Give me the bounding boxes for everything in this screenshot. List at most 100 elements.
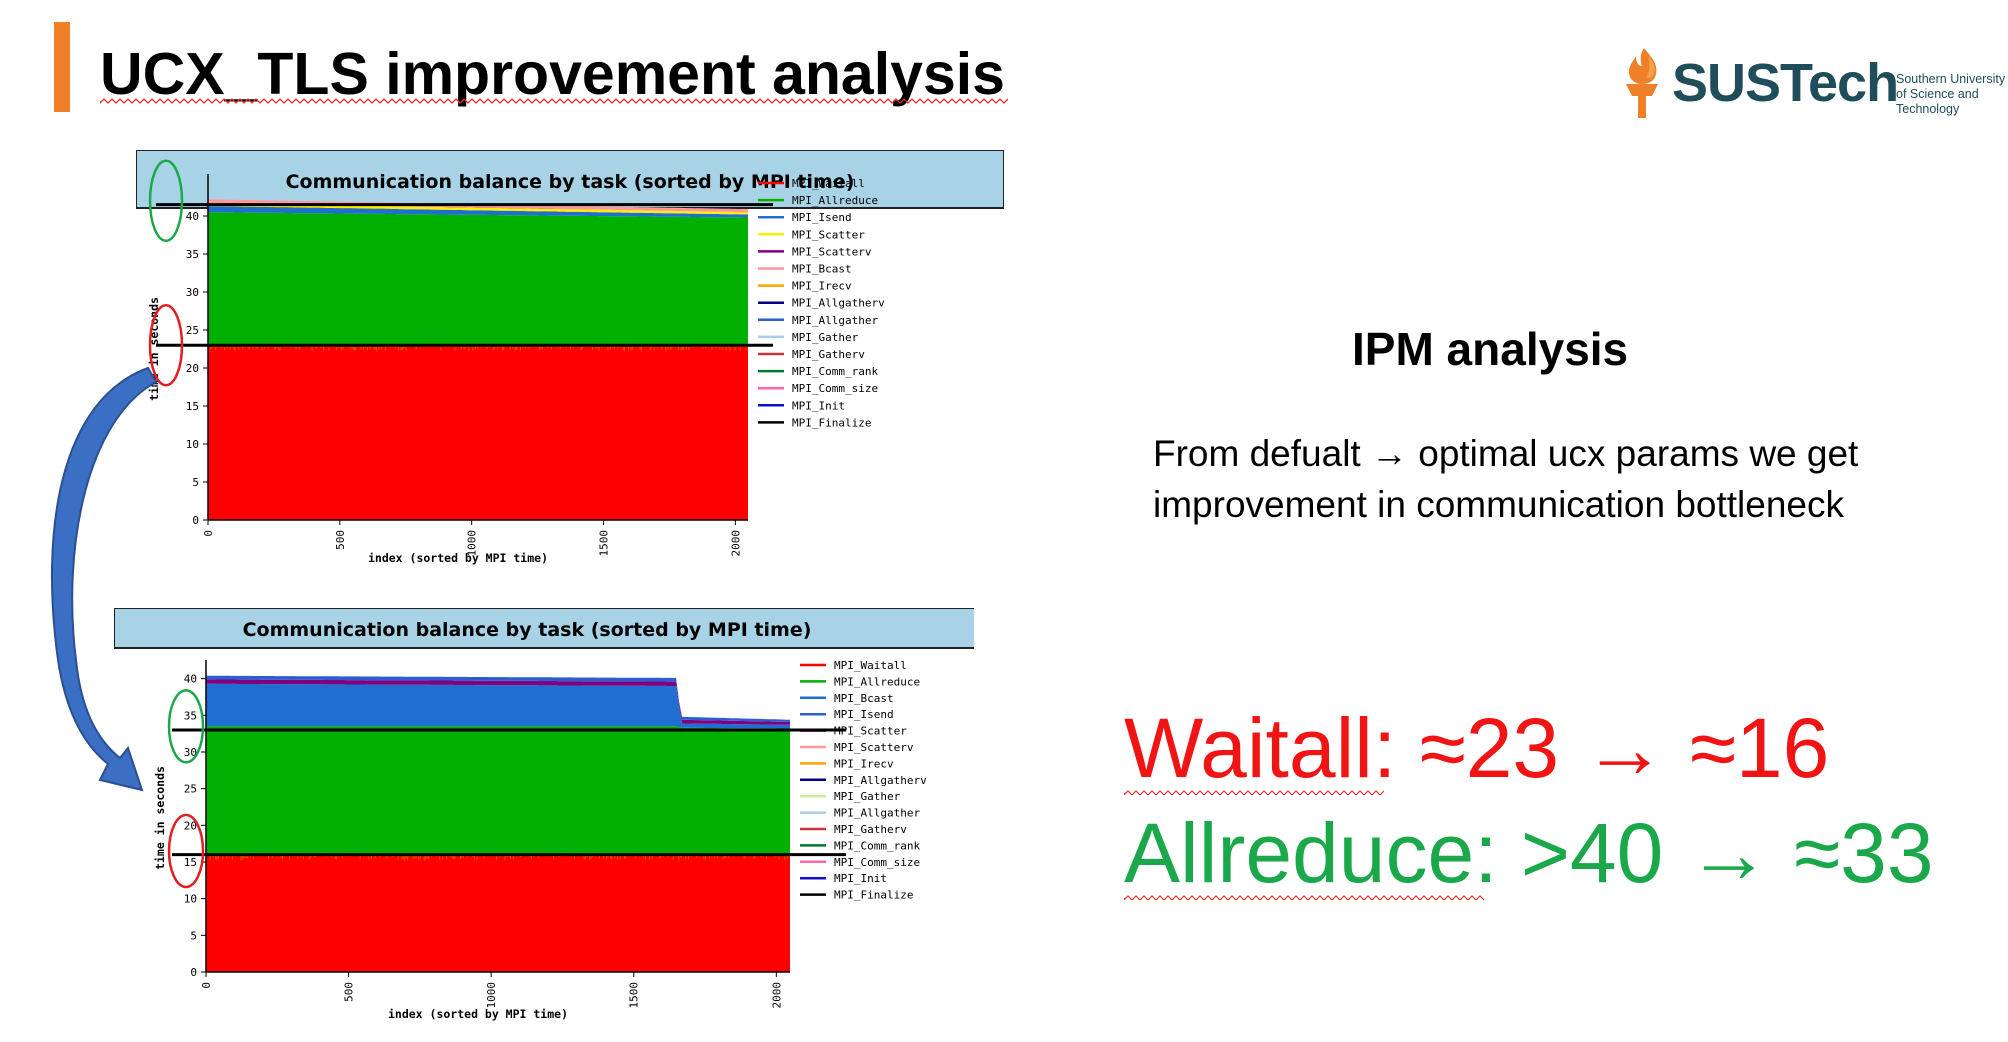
chart-before: Communication balance by task (sorted by…	[136, 150, 1004, 596]
legend-label: MPI_Bcast	[834, 692, 894, 705]
legend-label: MPI_Allreduce	[834, 675, 920, 688]
legend-label: MPI_Scatter	[834, 725, 907, 738]
x-tick-label: 1500	[628, 982, 641, 1009]
legend-label: MPI_Scatterv	[834, 741, 914, 754]
legend-label: MPI_Allgatherv	[792, 297, 885, 310]
x-tick-label: 0	[202, 530, 215, 537]
legend-label: MPI_Gatherv	[834, 823, 907, 836]
waitall-label-wrap: Waitall	[1124, 700, 1384, 797]
legend-label: MPI_Comm_rank	[834, 839, 920, 852]
legend-label: MPI_Isend	[834, 708, 894, 721]
y-tick-label: 40	[186, 210, 199, 223]
chart-title-bar	[114, 608, 974, 649]
annotation-ellipse	[148, 303, 184, 387]
annotation-ellipse	[148, 159, 184, 243]
y-tick-label: 10	[184, 893, 197, 906]
y-tick-label: 0	[192, 514, 199, 527]
chart-title: Communication balance by task (sorted by…	[286, 171, 855, 193]
series-area-mpi-allreduce	[206, 726, 790, 855]
x-tick-label: 500	[343, 982, 356, 1002]
x-tick-label: 1000	[485, 982, 498, 1009]
title-accent-bar	[54, 22, 70, 112]
legend-label: MPI_Waitall	[834, 659, 907, 672]
x-tick-label: 2000	[729, 530, 742, 557]
waitall-label: Waitall	[1124, 701, 1373, 795]
slide-title: UCX_TLS improvement analysis	[100, 41, 1005, 107]
annotation-ellipse	[167, 689, 205, 764]
legend-label: MPI_Allgatherv	[834, 774, 927, 787]
x-tick-label: 1500	[598, 530, 611, 557]
legend-label: MPI_Allreduce	[792, 194, 878, 207]
waitall-change: : ≈23 → ≈16	[1372, 701, 1830, 795]
legend-label: MPI_Irecv	[834, 757, 894, 770]
legend-label: MPI_Waitall	[792, 177, 865, 190]
waitall-result: Waitall: ≈23 → ≈16	[1124, 700, 1829, 797]
y-tick-label: 25	[184, 783, 197, 796]
y-tick-label: 30	[184, 746, 197, 759]
legend-label: MPI_Gatherv	[792, 348, 865, 361]
y-tick-label: 5	[190, 929, 197, 942]
series-area-mpi-allreduce	[208, 212, 748, 346]
logo-subtitle-line: of Science and	[1896, 87, 1979, 101]
x-tick-label: 2000	[770, 982, 783, 1009]
y-tick-label: 15	[186, 400, 199, 413]
x-tick-label: 500	[334, 530, 347, 550]
allreduce-label: Allreduce	[1124, 806, 1475, 900]
y-tick-label: 0	[190, 966, 197, 979]
logo-wordmark: SUSTech	[1672, 53, 1899, 113]
title-spellcheck-underline	[100, 98, 1008, 104]
annotation-ellipse	[167, 813, 205, 889]
x-axis-label: index (sorted by MPI time)	[388, 1007, 568, 1021]
y-tick-label: 10	[186, 438, 199, 451]
legend-label: MPI_Comm_rank	[792, 365, 878, 378]
legend-label: MPI_Bcast	[792, 263, 852, 276]
x-tick-label: 0	[200, 982, 213, 989]
torch-flame-icon	[1626, 48, 1658, 118]
series-area-mpi-waitall	[206, 854, 790, 972]
y-tick-label: 25	[186, 324, 199, 337]
legend-label: MPI_Irecv	[792, 280, 852, 293]
series-area-mpi-bcast	[206, 683, 790, 729]
y-tick-label: 20	[186, 362, 199, 375]
curved-arrow-icon	[50, 366, 158, 792]
chart-title: Communication balance by task (sorted by…	[243, 619, 812, 641]
logo-subtitle-line: Southern University	[1896, 72, 2006, 86]
series-area-mpi-isend	[208, 206, 748, 218]
y-tick-label: 15	[184, 856, 197, 869]
legend-label: MPI_Isend	[792, 211, 852, 224]
chart-before-svg: Communication balance by task (sorted by…	[136, 150, 1004, 565]
legend-label: MPI_Gather	[792, 331, 859, 344]
legend-label: MPI_Allgather	[792, 314, 878, 327]
y-tick-label: 35	[184, 709, 197, 722]
x-tick-label: 1000	[466, 530, 479, 557]
logo-subtitle: Southern University of Science and Techn…	[1896, 72, 2005, 117]
legend-label: MPI_Scatter	[792, 228, 865, 241]
waitall-spellcheck-underline	[1124, 790, 1384, 795]
legend-label: MPI_Init	[834, 872, 887, 885]
ipm-analysis-heading: IPM analysis	[1352, 323, 1629, 375]
series-area-mpi-scatter	[206, 679, 790, 725]
x-axis-label: index (sorted by MPI time)	[368, 551, 548, 565]
y-tick-label: 35	[186, 248, 199, 261]
legend-label: MPI_Gather	[834, 790, 901, 803]
legend-label: MPI_Comm_size	[834, 856, 920, 869]
allreduce-label-wrap: Allreduce	[1124, 805, 1484, 902]
legend-label: MPI_Finalize	[834, 889, 913, 902]
y-tick-label: 20	[184, 819, 197, 832]
logo-subtitle-line: Technology	[1896, 102, 1960, 116]
ipm-analysis-body: From defualt → optimal ucx params we get…	[1153, 433, 1859, 525]
y-tick-label: 5	[192, 476, 199, 489]
legend-label: MPI_Finalize	[792, 416, 871, 429]
sustech-logo: SUSTech Southern University of Science a…	[1612, 44, 2005, 124]
chart-after: Communication balance by task (sorted by…	[114, 608, 974, 1036]
allreduce-change: : >40 → ≈33	[1474, 806, 1934, 900]
chart-after-svg: Communication balance by task (sorted by…	[114, 608, 974, 1021]
legend-label: MPI_Init	[792, 399, 845, 412]
legend-label: MPI_Allgather	[834, 807, 920, 820]
legend-label: MPI_Scatterv	[792, 245, 872, 258]
series-area-mpi-waitall	[208, 345, 748, 520]
allreduce-result: Allreduce: >40 → ≈33	[1124, 805, 1934, 902]
allreduce-spellcheck-underline	[1124, 895, 1484, 900]
y-axis-label: time in seconds	[153, 766, 167, 870]
y-tick-label: 30	[186, 286, 199, 299]
